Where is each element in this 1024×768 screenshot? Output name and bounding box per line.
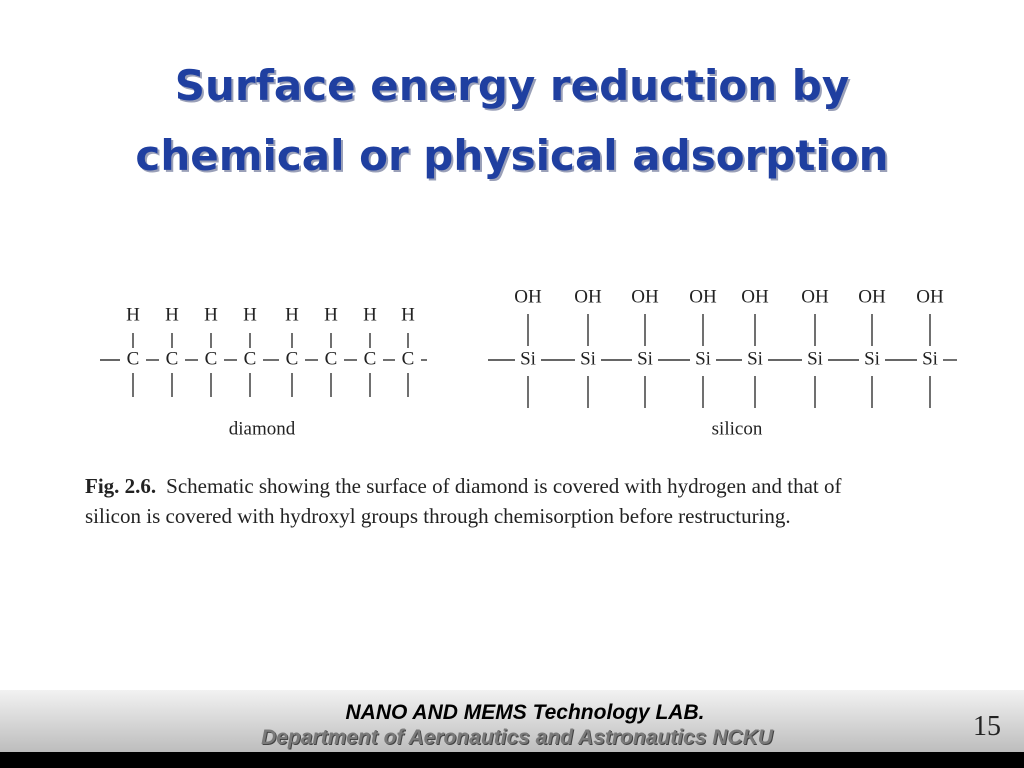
atom-label: C [127, 348, 140, 369]
atom-label: H [204, 304, 218, 325]
atom-label: H [401, 304, 415, 325]
atom-label: C [325, 348, 338, 369]
caption-text: silicon is covered with hydroxyl groups … [85, 504, 791, 528]
atom-label: H [243, 304, 257, 325]
atom-label: OH [801, 286, 829, 307]
figure-label: diamond [229, 418, 296, 439]
atom-label: OH [631, 286, 659, 307]
title-line: Surface energy reduction by [175, 61, 849, 110]
atom-label: C [205, 348, 218, 369]
atom-label: C [166, 348, 179, 369]
atom-label: H [324, 304, 338, 325]
atom-label: Si [695, 348, 711, 369]
atom-label: H [126, 304, 140, 325]
atom-label: OH [514, 286, 542, 307]
atom-label: OH [916, 286, 944, 307]
atom-label: H [285, 304, 299, 325]
caption-text: Schematic showing the surface of diamond… [166, 474, 841, 498]
atom-label: Si [864, 348, 880, 369]
caption: Fig. 2.6. Schematic showing the surface o… [85, 474, 841, 498]
caption-number: Fig. 2.6. [85, 474, 156, 498]
atom-label: C [364, 348, 377, 369]
figure-label: silicon [712, 418, 763, 439]
atom-label: C [244, 348, 257, 369]
atom-label: C [286, 348, 299, 369]
atom-label: OH [741, 286, 769, 307]
atom-label: H [165, 304, 179, 325]
atom-label: H [363, 304, 377, 325]
atom-label: Si [807, 348, 823, 369]
atom-label: Si [637, 348, 653, 369]
atom-label: Si [922, 348, 938, 369]
atom-label: OH [574, 286, 602, 307]
footer-band [0, 690, 1024, 752]
atom-label: Si [580, 348, 596, 369]
page-number: 15 [973, 711, 1001, 742]
title-line: chemical or physical adsorption [135, 131, 888, 180]
atom-label: OH [858, 286, 886, 307]
footer-lab: NANO AND MEMS Technology LAB. [346, 701, 705, 724]
footer-department: Department of Aeronautics and Astronauti… [261, 726, 774, 749]
atom-label: Si [747, 348, 763, 369]
footer-bar [0, 752, 1024, 768]
atom-label: OH [689, 286, 717, 307]
atom-label: C [402, 348, 415, 369]
atom-label: Si [520, 348, 536, 369]
